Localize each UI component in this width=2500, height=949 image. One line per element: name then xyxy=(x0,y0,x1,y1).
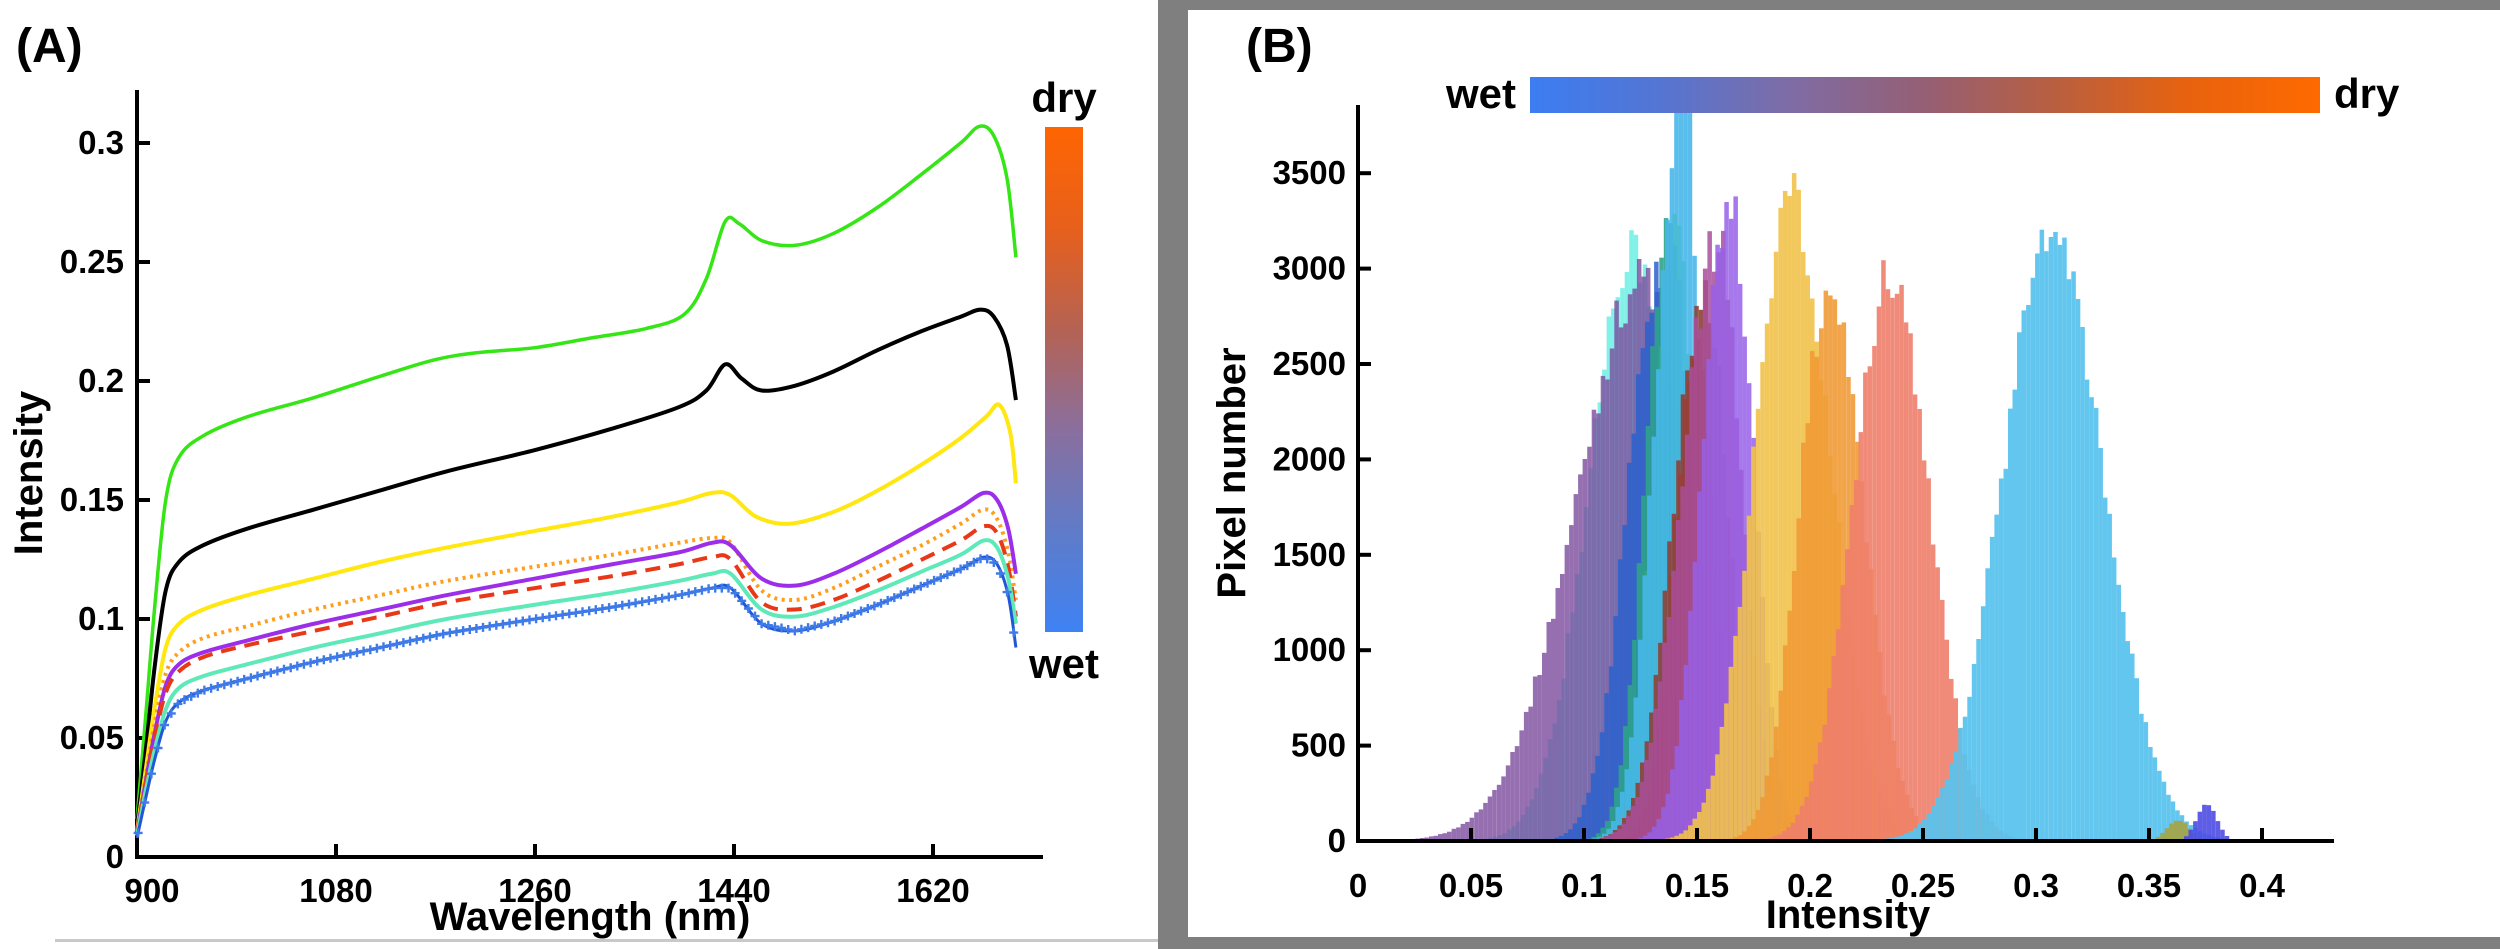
panel-b-xaxis-title: Intensity xyxy=(1766,893,1931,937)
svg-text:0.3: 0.3 xyxy=(2013,867,2059,904)
svg-text:0.25: 0.25 xyxy=(60,243,124,280)
svg-text:0: 0 xyxy=(1328,822,1346,859)
colorbar-wet-label: wet xyxy=(1028,640,1099,687)
svg-text:1620: 1620 xyxy=(896,872,969,909)
svg-text:0.1: 0.1 xyxy=(1561,867,1607,904)
svg-text:0.05: 0.05 xyxy=(60,719,124,756)
gradientbar-dry-label: dry xyxy=(2334,70,2400,117)
svg-text:0: 0 xyxy=(1349,867,1367,904)
panel-b-histogram-chart: 0 0.05 0.1 0.15 0.2 0.25 0.3 0.35 0.4 0 500 1000 150… xyxy=(1210,20,2400,937)
svg-text:0.4: 0.4 xyxy=(2239,867,2286,904)
svg-text:2000: 2000 xyxy=(1273,440,1346,477)
svg-text:0.2: 0.2 xyxy=(1787,867,1833,904)
spectrum-mid-dashed xyxy=(135,523,1018,834)
svg-text:500: 500 xyxy=(1291,727,1346,764)
svg-text:1500: 1500 xyxy=(1273,536,1346,573)
svg-text:0.1: 0.1 xyxy=(78,600,124,637)
svg-text:0: 0 xyxy=(106,838,124,875)
panel-b-letter: (B) xyxy=(1246,20,1313,73)
colorbar-dry-label: dry xyxy=(1031,74,1097,121)
svg-text:0.05: 0.05 xyxy=(1439,867,1503,904)
svg-text:0.35: 0.35 xyxy=(2117,867,2181,904)
gradientbar-wet-label: wet xyxy=(1445,70,1516,117)
svg-text:3500: 3500 xyxy=(1273,154,1346,191)
panel-b-axes: 0 0.05 0.1 0.15 0.2 0.25 0.3 0.35 0.4 0 500 1000 150… xyxy=(1273,105,2334,904)
svg-text:0.15: 0.15 xyxy=(1665,867,1729,904)
panel-a-axes: 900 1080 1260 1440 1620 0 0.05 0.1 0.15 0.2 0.25 0.… xyxy=(60,90,1043,909)
panel-a-yaxis-title: Intensity xyxy=(7,390,51,555)
svg-text:0.15: 0.15 xyxy=(60,481,124,518)
panel-a-colorbar xyxy=(1045,127,1083,632)
svg-text:1080: 1080 xyxy=(299,872,372,909)
svg-text:1000: 1000 xyxy=(1273,631,1346,668)
panel-divider xyxy=(1158,0,1188,949)
svg-text:1440: 1440 xyxy=(697,872,770,909)
spectrum-mid-dotted xyxy=(135,507,1018,832)
spectrum-dry-3 xyxy=(135,402,1018,832)
panel-b-yaxis-title: Pixel number xyxy=(1210,347,1254,598)
top-gray-strip xyxy=(1158,0,2500,10)
svg-text:2500: 2500 xyxy=(1273,345,1346,382)
panel-a-bottom-rule xyxy=(55,939,1158,942)
spectrum-dry-2 xyxy=(135,307,1018,827)
bottom-gray-strip xyxy=(1158,937,2500,949)
spectrum-wet-most-markers xyxy=(133,554,1019,838)
panel-a-letter: (A) xyxy=(16,20,83,73)
panel-a-spectra-chart: 900 1080 1260 1440 1620 0 0.05 0.1 0.15 0.2 0.25 0.… xyxy=(7,20,1099,939)
svg-text:1260: 1260 xyxy=(498,872,571,909)
svg-text:900: 900 xyxy=(124,872,179,909)
spectrum-mid-solid xyxy=(135,490,1018,834)
panel-a-series xyxy=(133,124,1019,839)
panel-b: 0 0.05 0.1 0.15 0.2 0.25 0.3 0.35 0.4 0 500 1000 150… xyxy=(1188,0,2500,949)
panel-b-histograms xyxy=(1406,91,2234,842)
spectrum-dry-most xyxy=(135,124,1018,820)
svg-text:0.25: 0.25 xyxy=(1891,867,1955,904)
svg-text:3000: 3000 xyxy=(1273,250,1346,287)
panel-b-colorbar xyxy=(1530,77,2320,113)
spectrum-wet-2 xyxy=(135,538,1018,836)
panel-a-xaxis-title: Wavelength (nm) xyxy=(430,895,751,939)
svg-text:0.2: 0.2 xyxy=(78,362,124,399)
svg-text:0.3: 0.3 xyxy=(78,124,124,161)
panel-a: 900 1080 1260 1440 1620 0 0.05 0.1 0.15 0.2 0.25 0.… xyxy=(0,0,1158,949)
